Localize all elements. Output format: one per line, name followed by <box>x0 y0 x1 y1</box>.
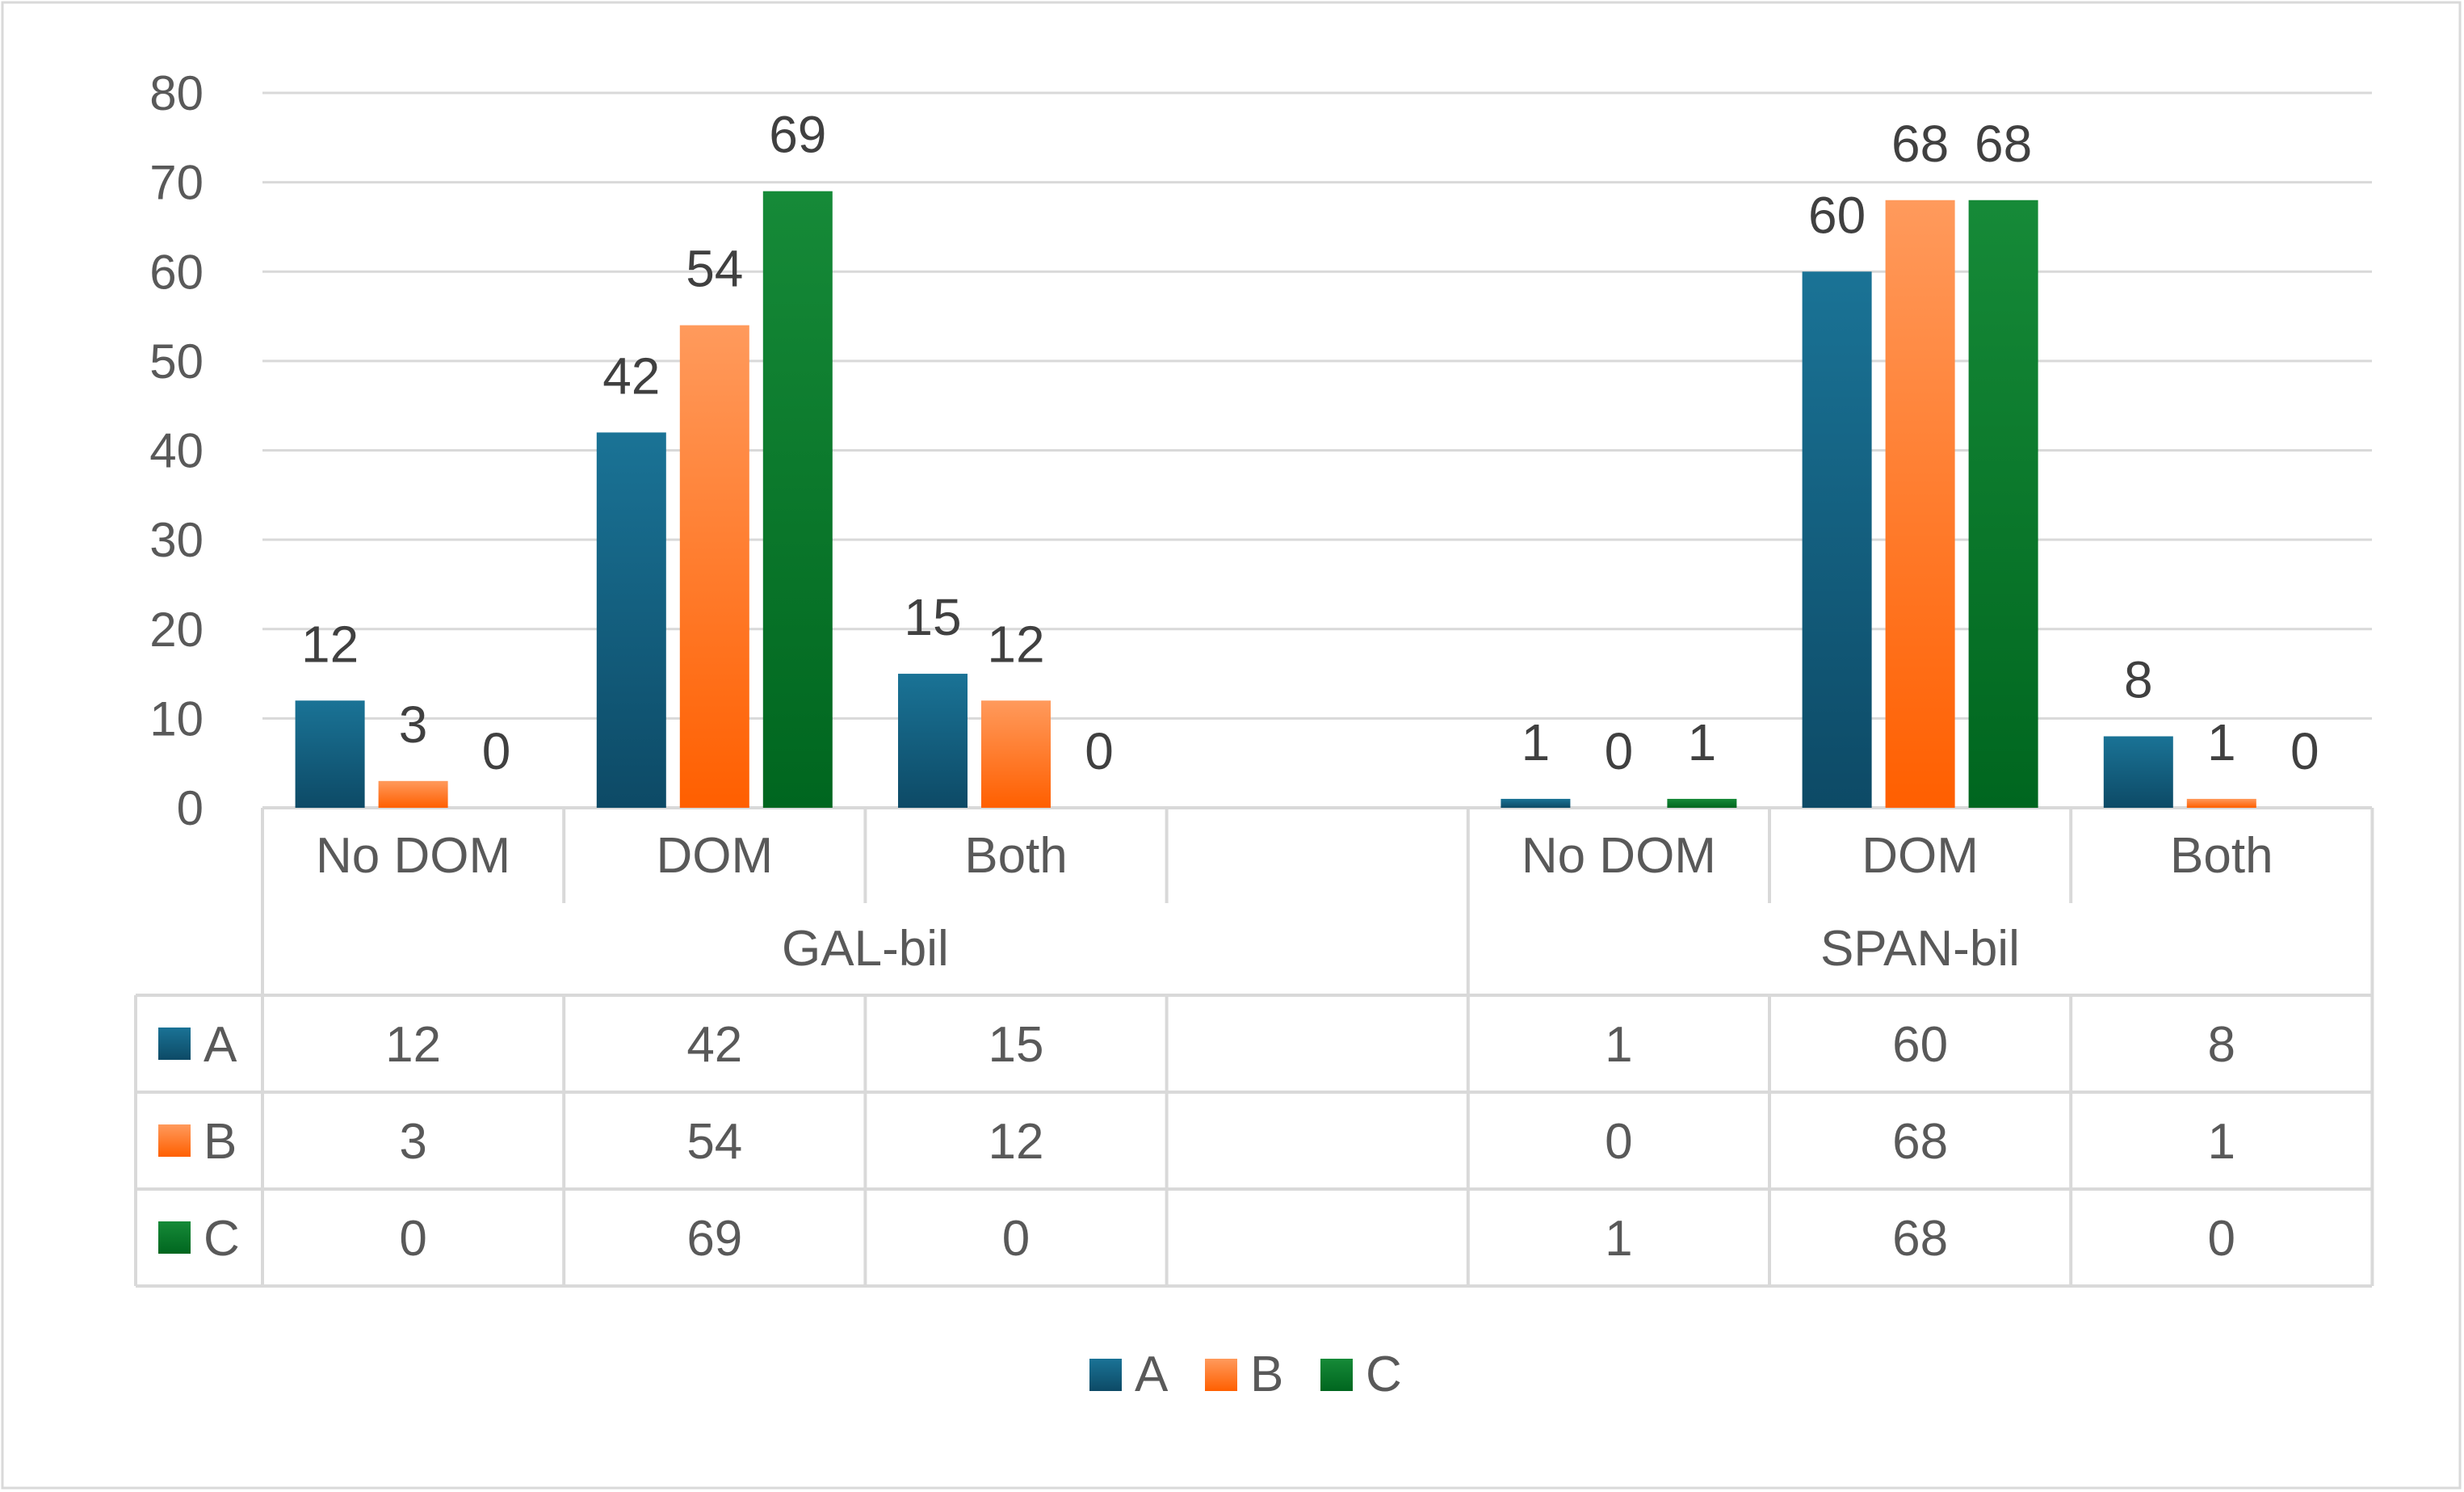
table-cell: 42 <box>686 1017 742 1073</box>
table-cell: 1 <box>1605 1211 1632 1267</box>
data-label: 12 <box>301 615 359 673</box>
table-legend-key-c <box>158 1221 191 1254</box>
table-cell: 0 <box>1605 1114 1632 1170</box>
table-cell: 0 <box>1002 1211 1030 1267</box>
bar-a-4 <box>1802 271 1872 808</box>
category-label: No DOM <box>316 828 510 884</box>
table-cell: 68 <box>1892 1211 1948 1267</box>
data-table: No DOM DOM Both No DOM DOM Both GAL-bil SPAN-bi… <box>134 808 2374 1288</box>
data-label: 12 <box>987 615 1044 673</box>
data-label: 1 <box>1688 713 1717 771</box>
table-cell: 1 <box>2208 1114 2235 1170</box>
bar-a-1 <box>596 432 666 808</box>
table-cell: 68 <box>1892 1114 1948 1170</box>
legend-key-b <box>1205 1359 1237 1391</box>
y-tick-label: 60 <box>149 245 204 299</box>
bar-c-1 <box>762 191 833 808</box>
table-series-name: A <box>204 1017 237 1073</box>
category-label: Both <box>2170 828 2273 884</box>
y-tick-label: 50 <box>149 334 204 389</box>
table-cell: 3 <box>399 1114 426 1170</box>
category-label: No DOM <box>1522 828 1716 884</box>
data-label: 54 <box>686 240 743 298</box>
bar-a-3 <box>1501 798 1571 808</box>
legend-key-c <box>1320 1359 1353 1391</box>
legend-label: A <box>1135 1347 1169 1402</box>
table-cell: 60 <box>1892 1017 1948 1073</box>
y-tick-label: 0 <box>177 781 204 835</box>
data-label: 0 <box>2290 722 2319 780</box>
bar-c-3 <box>1667 798 1737 808</box>
table-legend-key-a <box>158 1028 191 1060</box>
data-label: 68 <box>1975 115 2032 173</box>
data-label: 0 <box>1605 722 1634 780</box>
group-label: SPAN-bil <box>1820 921 2020 977</box>
table-cell: 54 <box>686 1114 742 1170</box>
bar-b-2 <box>981 700 1051 808</box>
y-tick-label: 20 <box>149 603 204 657</box>
data-label: 69 <box>769 106 826 164</box>
data-label: 42 <box>602 347 660 405</box>
data-label: 15 <box>904 588 961 646</box>
y-tick-label: 10 <box>149 691 204 746</box>
bars <box>295 191 2256 808</box>
y-tick-label: 30 <box>149 513 204 567</box>
data-label: 8 <box>2124 651 2153 709</box>
data-label: 60 <box>1808 186 1866 244</box>
bar-b-4 <box>1885 200 1955 808</box>
table-legend-key-b <box>158 1124 191 1157</box>
group-label: GAL-bil <box>782 921 949 977</box>
y-tick-label: 40 <box>149 424 204 478</box>
legend-label: C <box>1366 1347 1402 1402</box>
data-label: 1 <box>1522 713 1551 771</box>
bar-b-5 <box>2186 798 2256 808</box>
bar-a-5 <box>2103 736 2173 808</box>
bar-a-2 <box>898 674 968 808</box>
table-cell: 0 <box>2208 1211 2235 1267</box>
data-label: 0 <box>1085 722 1114 780</box>
table-cell: 69 <box>686 1211 742 1267</box>
category-label: DOM <box>1862 828 1979 884</box>
y-tick-label: 80 <box>149 66 204 120</box>
table-cell: 15 <box>989 1017 1044 1073</box>
data-label: 1 <box>2207 713 2236 771</box>
legend-label: B <box>1250 1347 1283 1402</box>
data-label: 3 <box>399 696 428 754</box>
category-label: Both <box>964 828 1068 884</box>
bar-b-0 <box>378 780 448 808</box>
table-series-name: B <box>204 1114 237 1170</box>
bar-b-1 <box>679 325 749 808</box>
data-label: 0 <box>482 722 511 780</box>
bar-a-0 <box>295 700 365 808</box>
data-label: 68 <box>1891 115 1949 173</box>
table-cell: 8 <box>2208 1017 2235 1073</box>
table-cell: 1 <box>1605 1017 1632 1073</box>
table-series-name: C <box>204 1211 240 1267</box>
table-cell: 12 <box>385 1017 441 1073</box>
y-tick-label: 70 <box>149 156 204 210</box>
category-label: DOM <box>656 828 773 884</box>
bar-c-4 <box>1968 200 2038 808</box>
table-cell: 12 <box>989 1114 1044 1170</box>
legend: A B C <box>1089 1347 1402 1402</box>
legend-key-a <box>1089 1359 1122 1391</box>
table-cell: 0 <box>399 1211 426 1267</box>
